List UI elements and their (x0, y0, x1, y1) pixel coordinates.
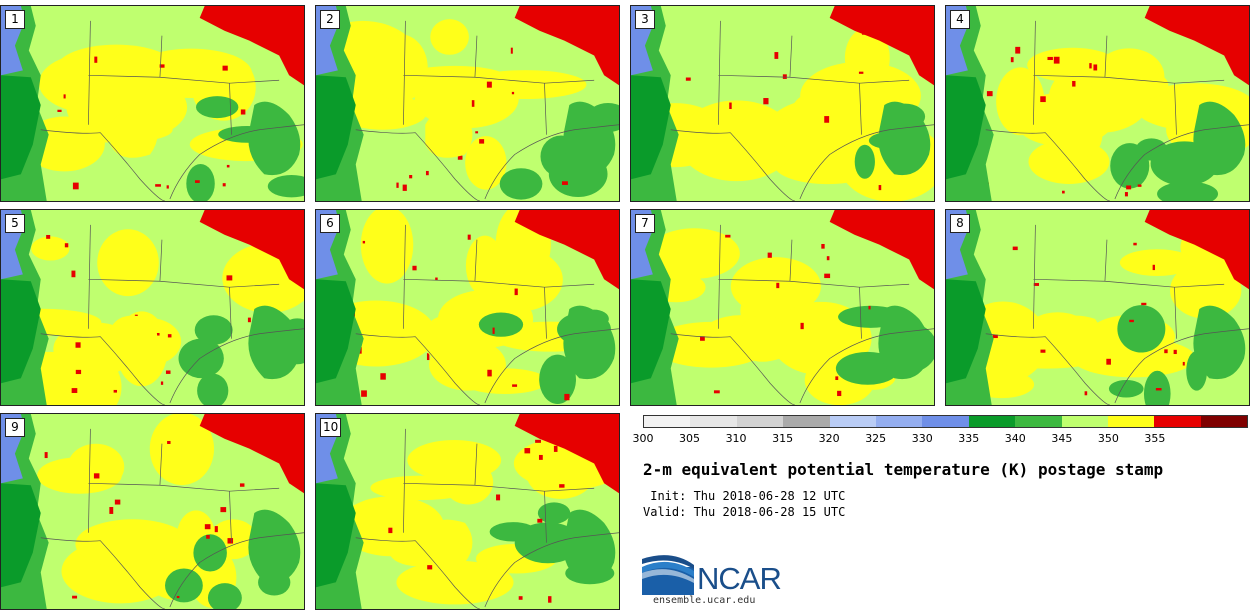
panel-number: 10 (320, 418, 342, 437)
ensemble-member-panel: 3 (630, 5, 935, 202)
colorbar-segment (1015, 416, 1062, 427)
colorbar (643, 415, 1248, 428)
ensemble-member-panel: 1 (0, 5, 305, 202)
figure-title: 2-m equivalent potential temperature (K)… (643, 460, 1164, 479)
colorbar-tick-label: 300 (632, 432, 654, 445)
colorbar-segment (1107, 416, 1155, 427)
colorbar-segment (1061, 416, 1108, 427)
colorbar-tick-label: 310 (725, 432, 747, 445)
ncar-logo-text: NCAR (697, 561, 782, 596)
colorbar-tick-label: 315 (772, 432, 794, 445)
colorbar-tick-label: 350 (1097, 432, 1119, 445)
colorbar-tick-label: 325 (865, 432, 887, 445)
panel-number: 3 (635, 10, 655, 29)
colorbar-segment (1154, 416, 1201, 427)
ensemble-member-panel: 5 (0, 209, 305, 406)
colorbar-tick-label: 340 (1004, 432, 1026, 445)
init-time: Init: Thu 2018-06-28 12 UTC (643, 489, 846, 503)
colorbar-tick-label: 335 (958, 432, 980, 445)
ensemble-member-panel: 10 (315, 413, 620, 610)
ensemble-member-panel: 7 (630, 209, 935, 406)
colorbar-segment (1200, 416, 1248, 427)
ensemble-member-panel: 9 (0, 413, 305, 610)
ensemble-member-panel: 2 (315, 5, 620, 202)
panel-number: 4 (950, 10, 970, 29)
panel-number: 8 (950, 214, 970, 233)
colorbar-tick-label: 330 (911, 432, 933, 445)
ensemble-member-panel: 6 (315, 209, 620, 406)
ncar-logo-icon (642, 555, 694, 595)
ensemble-member-panel: 8 (945, 209, 1250, 406)
colorbar-segment (875, 416, 923, 427)
panel-number: 5 (5, 214, 25, 233)
colorbar-segment (644, 416, 691, 427)
panel-number: 2 (320, 10, 340, 29)
website-url[interactable]: ensemble.ucar.edu (653, 595, 756, 606)
panel-number: 1 (5, 10, 25, 29)
colorbar-segment (690, 416, 737, 427)
colorbar-segment (829, 416, 876, 427)
panel-number: 7 (635, 214, 655, 233)
panel-number: 6 (320, 214, 340, 233)
colorbar-tick-label: 305 (679, 432, 701, 445)
valid-time: Valid: Thu 2018-06-28 15 UTC (643, 505, 846, 519)
ensemble-member-panel: 4 (945, 5, 1250, 202)
colorbar-tick-label: 355 (1144, 432, 1166, 445)
colorbar-tick-label: 320 (818, 432, 840, 445)
colorbar-segment (736, 416, 784, 427)
colorbar-segment (783, 416, 830, 427)
panel-number: 9 (5, 418, 25, 437)
colorbar-segment (968, 416, 1016, 427)
colorbar-tick-label: 345 (1051, 432, 1073, 445)
colorbar-segment (922, 416, 969, 427)
